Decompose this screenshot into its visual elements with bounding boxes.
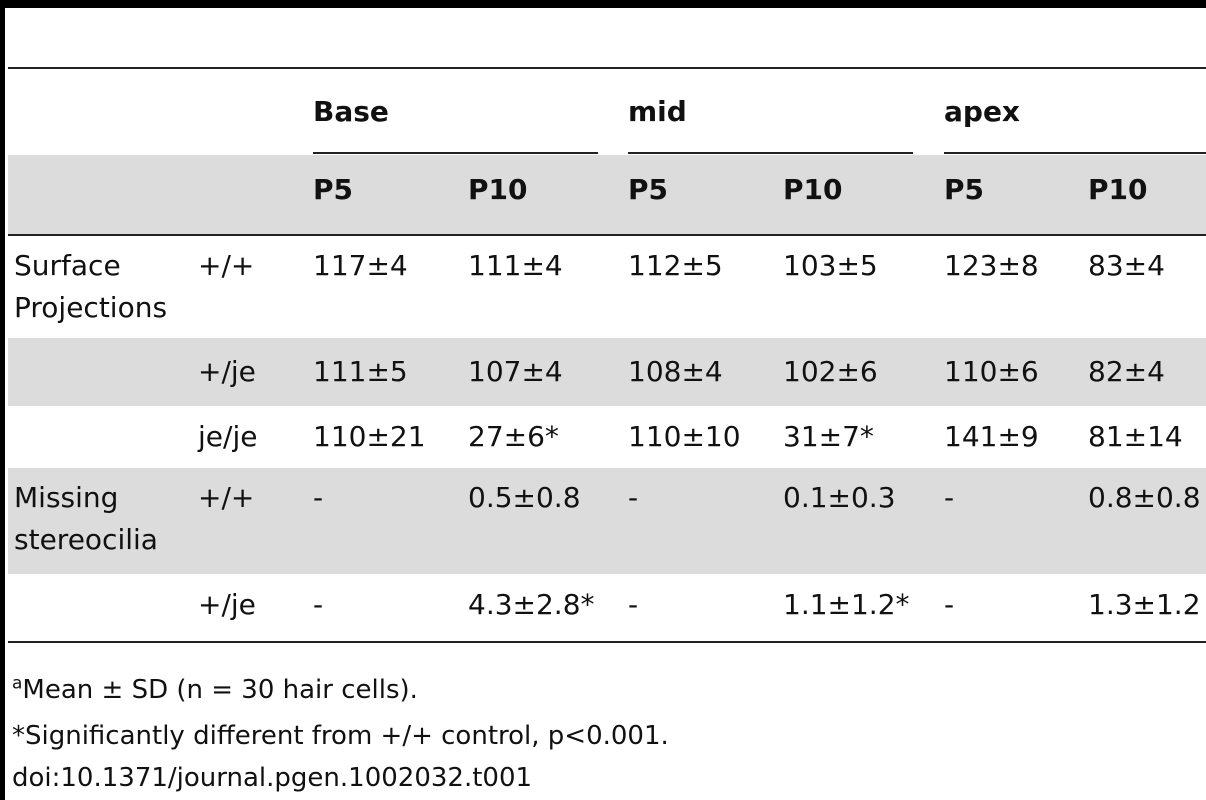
row-label-line2: stereocilia <box>14 523 158 556</box>
row-label-line2: Projections <box>14 291 168 324</box>
table-cell: 103±5 <box>783 249 878 282</box>
table-cell: 82±4 <box>1088 355 1165 388</box>
table-cell: 1.3±1.2 <box>1088 588 1201 621</box>
table-cell: - <box>944 481 955 514</box>
footnote-mean-sd: aMean ± SD (n = 30 hair cells). <box>12 672 418 708</box>
row-genotype: +/+ <box>198 481 255 514</box>
table-cell: 110±6 <box>944 355 1039 388</box>
table-cell: - <box>628 588 639 621</box>
table-cell: - <box>944 588 955 621</box>
table-top-rule <box>8 67 1206 69</box>
subheader-base-p5: P5 <box>313 173 354 206</box>
subheader-mid-p5: P5 <box>628 173 669 206</box>
footnote-significance: *Significantly different from +/+ contro… <box>12 721 669 751</box>
table-cell: 108±4 <box>628 355 723 388</box>
table-cell: 81±14 <box>1088 420 1183 453</box>
table-cell: 117±4 <box>313 249 408 282</box>
table-cell: 31±7* <box>783 420 874 453</box>
row-label-line1: Missing <box>14 481 119 514</box>
top-border-rule <box>0 0 1206 8</box>
table-cell: 110±21 <box>313 420 426 453</box>
table-cell: 0.1±0.3 <box>783 481 896 514</box>
footnote-text: Mean ± SD (n = 30 hair cells). <box>22 675 418 705</box>
table-cell: 111±5 <box>313 355 408 388</box>
row-genotype: je/je <box>198 420 258 453</box>
table-cell: 141±9 <box>944 420 1039 453</box>
table-cell: - <box>313 588 324 621</box>
group-rule-apex <box>944 152 1206 154</box>
table-cell: 27±6* <box>468 420 559 453</box>
subheader-row-band <box>8 155 1206 234</box>
table-cell: - <box>628 481 639 514</box>
group-rule-mid <box>628 152 913 154</box>
header-bottom-rule <box>8 234 1206 236</box>
table-cell: - <box>313 481 324 514</box>
row-genotype: +/je <box>198 588 256 621</box>
table-cell: 110±10 <box>628 420 741 453</box>
row-genotype: +/je <box>198 355 256 388</box>
group-header-mid: mid <box>628 95 687 128</box>
table-cell: 102±6 <box>783 355 878 388</box>
table-cell: 83±4 <box>1088 249 1165 282</box>
group-header-base: Base <box>313 95 389 128</box>
row-band-2 <box>8 338 1206 406</box>
doi-line: doi:10.1371/journal.pgen.1002032.t001 <box>12 763 533 793</box>
table-cell: 107±4 <box>468 355 563 388</box>
subheader-base-p10: P10 <box>468 173 528 206</box>
subheader-apex-p10: P10 <box>1088 173 1148 206</box>
left-border-rule <box>0 0 5 800</box>
table-cell: 111±4 <box>468 249 563 282</box>
row-genotype: +/+ <box>198 249 255 282</box>
subheader-mid-p10: P10 <box>783 173 843 206</box>
table-cell: 0.8±0.8 <box>1088 481 1201 514</box>
table-cell: 112±5 <box>628 249 723 282</box>
group-rule-base <box>313 152 598 154</box>
footnote-superscript: a <box>12 673 23 694</box>
subheader-apex-p5: P5 <box>944 173 985 206</box>
table-cell: 4.3±2.8* <box>468 588 595 621</box>
table-cell: 123±8 <box>944 249 1039 282</box>
table-bottom-rule <box>8 641 1206 643</box>
row-band-4 <box>8 468 1206 574</box>
row-label-line1: Surface <box>14 249 121 282</box>
group-header-apex: apex <box>944 95 1020 128</box>
table-cell: 0.5±0.8 <box>468 481 581 514</box>
table-cell: 1.1±1.2* <box>783 588 910 621</box>
